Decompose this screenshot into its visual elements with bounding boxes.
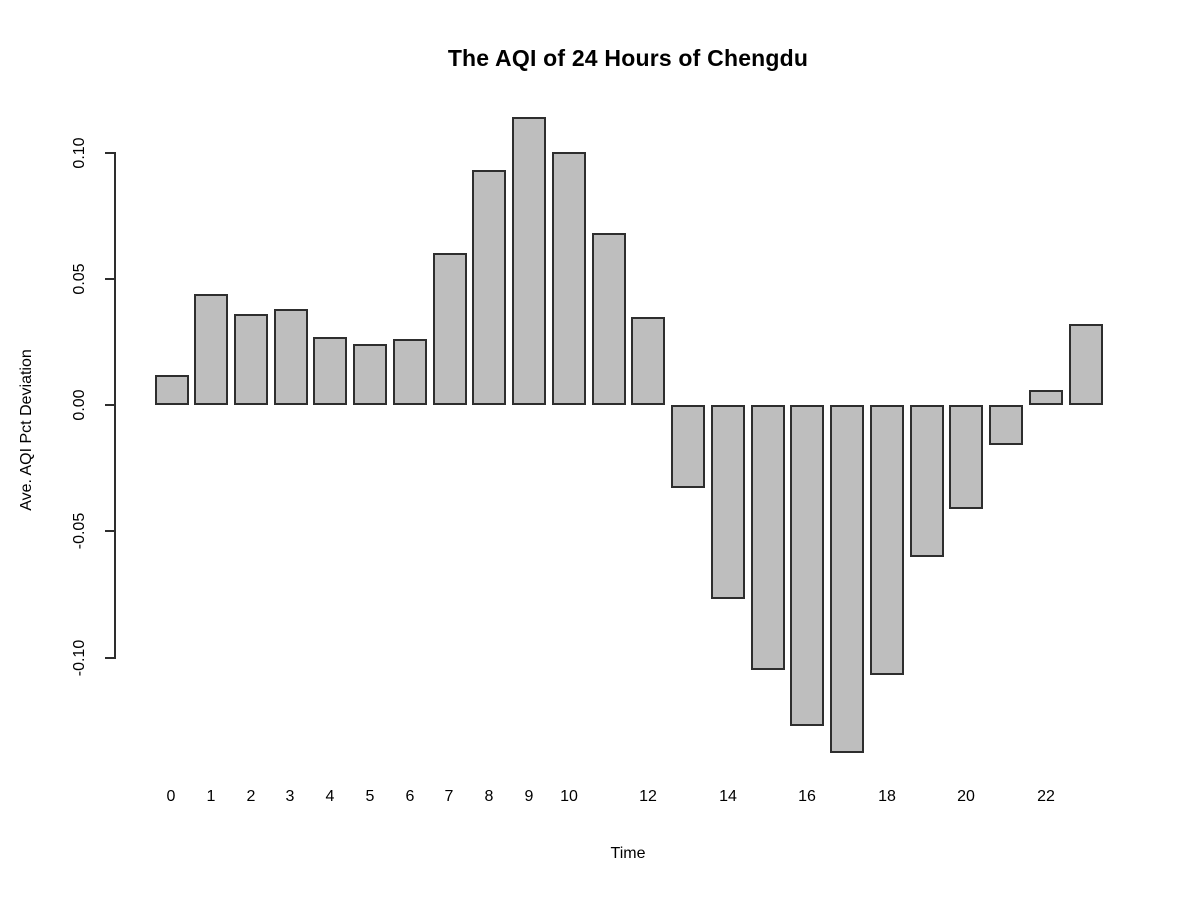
x-tick-label: 14 [719, 788, 737, 805]
x-axis-label: Time [610, 845, 646, 862]
y-tick-label: 0.05 [71, 263, 88, 295]
x-tick-label: 22 [1037, 788, 1055, 805]
bar-hour-10 [552, 152, 586, 405]
bar-hour-1 [194, 294, 228, 405]
bar-hour-4 [313, 337, 347, 405]
x-tick-label: 2 [246, 788, 256, 805]
y-tick-label: 0.00 [71, 389, 88, 421]
x-tick-label: 4 [325, 788, 335, 805]
bar-hour-8 [472, 170, 506, 405]
x-tick-label: 16 [798, 788, 816, 805]
bar-hour-21 [989, 405, 1023, 445]
bar-hour-23 [1069, 324, 1103, 405]
y-tick-label: -0.05 [71, 512, 88, 550]
bar-hour-17 [830, 405, 864, 753]
bar-hour-15 [751, 405, 785, 670]
x-tick-label: 9 [524, 788, 534, 805]
y-axis-line [114, 152, 116, 659]
y-tick [105, 152, 114, 154]
x-tick-label: 0 [166, 788, 176, 805]
y-tick-label: 0.10 [71, 137, 88, 169]
bar-hour-19 [910, 405, 944, 557]
bar-hour-2 [234, 314, 268, 405]
y-tick [105, 278, 114, 280]
bar-hour-0 [155, 375, 189, 405]
y-tick [105, 404, 114, 406]
x-tick-label: 12 [639, 788, 657, 805]
x-tick-label: 3 [285, 788, 295, 805]
chart-title: The AQI of 24 Hours of Chengdu [447, 45, 809, 71]
bar-hour-5 [353, 344, 387, 405]
bar-hour-9 [512, 117, 546, 405]
y-tick-label: -0.10 [71, 639, 88, 677]
x-tick-label: 1 [206, 788, 216, 805]
bar-hour-11 [592, 233, 626, 405]
x-tick-label: 8 [484, 788, 494, 805]
bar-hour-7 [433, 253, 467, 405]
bar-hour-14 [711, 405, 745, 599]
y-tick [105, 657, 114, 659]
bar-hour-20 [949, 405, 983, 509]
bar-hour-6 [393, 339, 427, 405]
y-tick [105, 530, 114, 532]
x-tick-label: 20 [957, 788, 975, 805]
bar-hour-12 [631, 317, 665, 405]
x-tick-label: 18 [878, 788, 896, 805]
bar-hour-18 [870, 405, 904, 675]
x-tick-label: 10 [560, 788, 578, 805]
bar-hour-22 [1029, 390, 1063, 405]
x-tick-label: 5 [365, 788, 375, 805]
bar-hour-13 [671, 405, 705, 488]
x-tick-label: 6 [405, 788, 415, 805]
bar-hour-16 [790, 405, 824, 726]
x-tick-label: 7 [444, 788, 454, 805]
bar-hour-3 [274, 309, 308, 405]
